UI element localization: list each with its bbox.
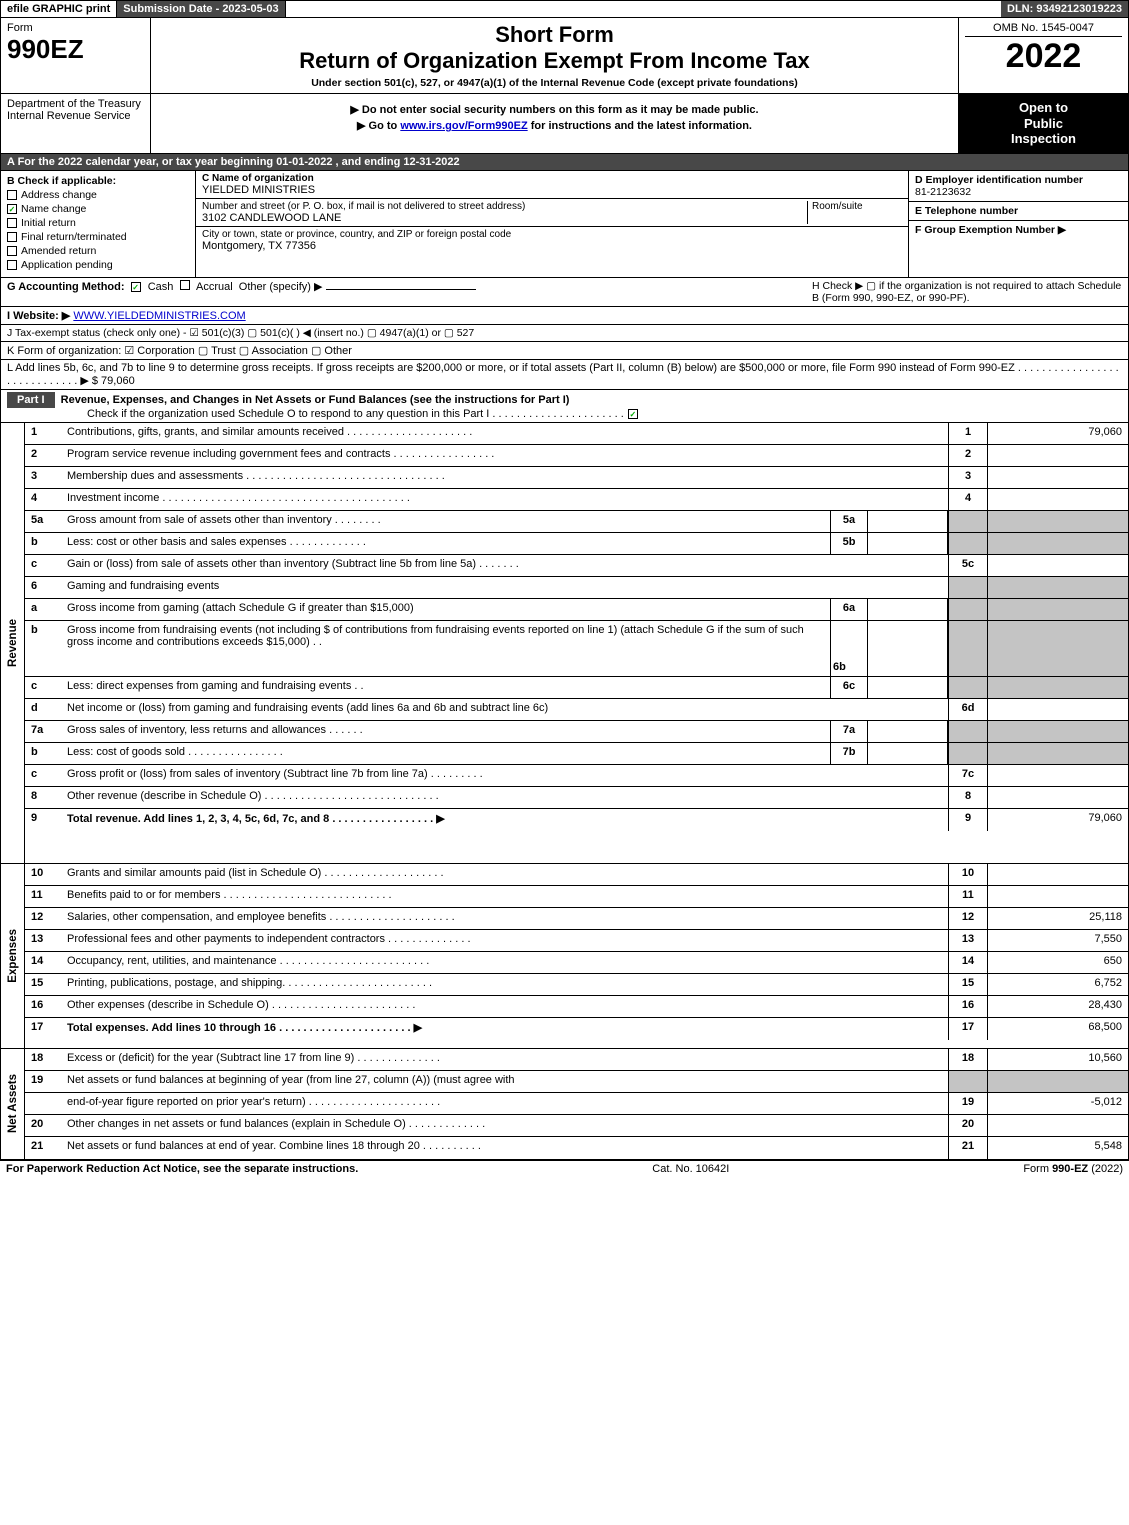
- goto-line: ▶ Go to www.irs.gov/Form990EZ for instru…: [157, 119, 952, 132]
- form-ref: Form 990-EZ (2022): [1023, 1163, 1123, 1175]
- chk-pending[interactable]: [7, 260, 17, 270]
- c-label: C Name of organization: [202, 173, 902, 184]
- b-title: B Check if applicable:: [7, 175, 189, 187]
- form-number: 990EZ: [7, 34, 144, 65]
- website-link[interactable]: WWW.YIELDEDMINISTRIES.COM: [73, 310, 245, 322]
- e-label: E Telephone number: [915, 205, 1122, 217]
- amt-19: -5,012: [988, 1093, 1128, 1114]
- dept-treasury: Department of the Treasury: [7, 98, 144, 110]
- row-i: I Website: ▶ WWW.YIELDEDMINISTRIES.COM: [0, 307, 1129, 325]
- info-grid: B Check if applicable: Address change ✓N…: [0, 171, 1129, 278]
- subtitle-501: Under section 501(c), 527, or 4947(a)(1)…: [157, 77, 952, 89]
- open-inspection-box: Open to Public Inspection: [959, 94, 1128, 153]
- amt-18: 10,560: [988, 1049, 1128, 1070]
- f-label: F Group Exemption Number ▶: [915, 224, 1122, 236]
- amt-15: 6,752: [988, 974, 1128, 995]
- footer: For Paperwork Reduction Act Notice, see …: [0, 1160, 1129, 1177]
- part-i-header: Part I Revenue, Expenses, and Changes in…: [0, 390, 1129, 423]
- dln-label: DLN: 93492123019223: [1001, 1, 1128, 17]
- netassets-vert-label: Net Assets: [7, 1074, 19, 1133]
- chk-initial[interactable]: [7, 218, 17, 228]
- row-j: J Tax-exempt status (check only one) - ☑…: [0, 325, 1129, 342]
- cat-no: Cat. No. 10642I: [652, 1163, 729, 1175]
- amt-16: 28,430: [988, 996, 1128, 1017]
- amt-14: 650: [988, 952, 1128, 973]
- no-ssn-note: ▶ Do not enter social security numbers o…: [157, 103, 952, 116]
- omb-number: OMB No. 1545-0047: [965, 22, 1122, 37]
- submission-date: Submission Date - 2023-05-03: [117, 1, 285, 17]
- efile-label[interactable]: efile GRAPHIC print: [1, 1, 117, 17]
- dept-irs: Internal Revenue Service: [7, 110, 144, 122]
- row-k: K Form of organization: ☑ Corporation ▢ …: [0, 342, 1129, 360]
- part-i-label: Part I: [7, 392, 55, 408]
- amt-9: 79,060: [988, 809, 1128, 831]
- chk-amended[interactable]: [7, 246, 17, 256]
- street-address: 3102 CANDLEWOOD LANE: [202, 212, 807, 224]
- paperwork-notice: For Paperwork Reduction Act Notice, see …: [6, 1163, 358, 1175]
- h-text: H Check ▶ ▢ if the organization is not r…: [812, 280, 1122, 304]
- row-l: L Add lines 5b, 6c, and 7b to line 9 to …: [0, 360, 1129, 390]
- top-bar: efile GRAPHIC print Submission Date - 20…: [0, 0, 1129, 18]
- title-return: Return of Organization Exempt From Incom…: [157, 48, 952, 74]
- room-label: Room/suite: [812, 201, 902, 212]
- dept-row: Department of the Treasury Internal Reve…: [0, 94, 1129, 154]
- city-label: City or town, state or province, country…: [202, 229, 902, 240]
- title-short-form: Short Form: [157, 22, 952, 48]
- chk-cash[interactable]: ✓: [131, 282, 141, 292]
- irs-link[interactable]: www.irs.gov/Form990EZ: [400, 120, 527, 132]
- chk-accrual[interactable]: [180, 280, 190, 290]
- ein-value: 81-2123632: [915, 186, 1122, 198]
- city-state-zip: Montgomery, TX 77356: [202, 240, 902, 252]
- form-header: Form 990EZ Short Form Return of Organiza…: [0, 18, 1129, 94]
- tax-year: 2022: [965, 37, 1122, 76]
- amt-21: 5,548: [988, 1137, 1128, 1159]
- part-i-table: Revenue 1Contributions, gifts, grants, a…: [0, 423, 1129, 1160]
- amt-17: 68,500: [988, 1018, 1128, 1040]
- expenses-vert-label: Expenses: [7, 929, 19, 983]
- chk-final[interactable]: [7, 232, 17, 242]
- amt-12: 25,118: [988, 908, 1128, 929]
- amt-1: 79,060: [988, 423, 1128, 444]
- form-word: Form: [7, 22, 144, 34]
- chk-address[interactable]: [7, 190, 17, 200]
- amt-13: 7,550: [988, 930, 1128, 951]
- d-label: D Employer identification number: [915, 174, 1122, 186]
- section-a-period: A For the 2022 calendar year, or tax yea…: [0, 154, 1129, 171]
- org-name: YIELDED MINISTRIES: [202, 184, 902, 196]
- chk-schedule-o[interactable]: ✓: [628, 409, 638, 419]
- chk-name[interactable]: ✓: [7, 204, 17, 214]
- row-g-h: G Accounting Method: ✓ Cash Accrual Othe…: [0, 278, 1129, 307]
- addr-label: Number and street (or P. O. box, if mail…: [202, 201, 807, 212]
- revenue-vert-label: Revenue: [7, 619, 19, 667]
